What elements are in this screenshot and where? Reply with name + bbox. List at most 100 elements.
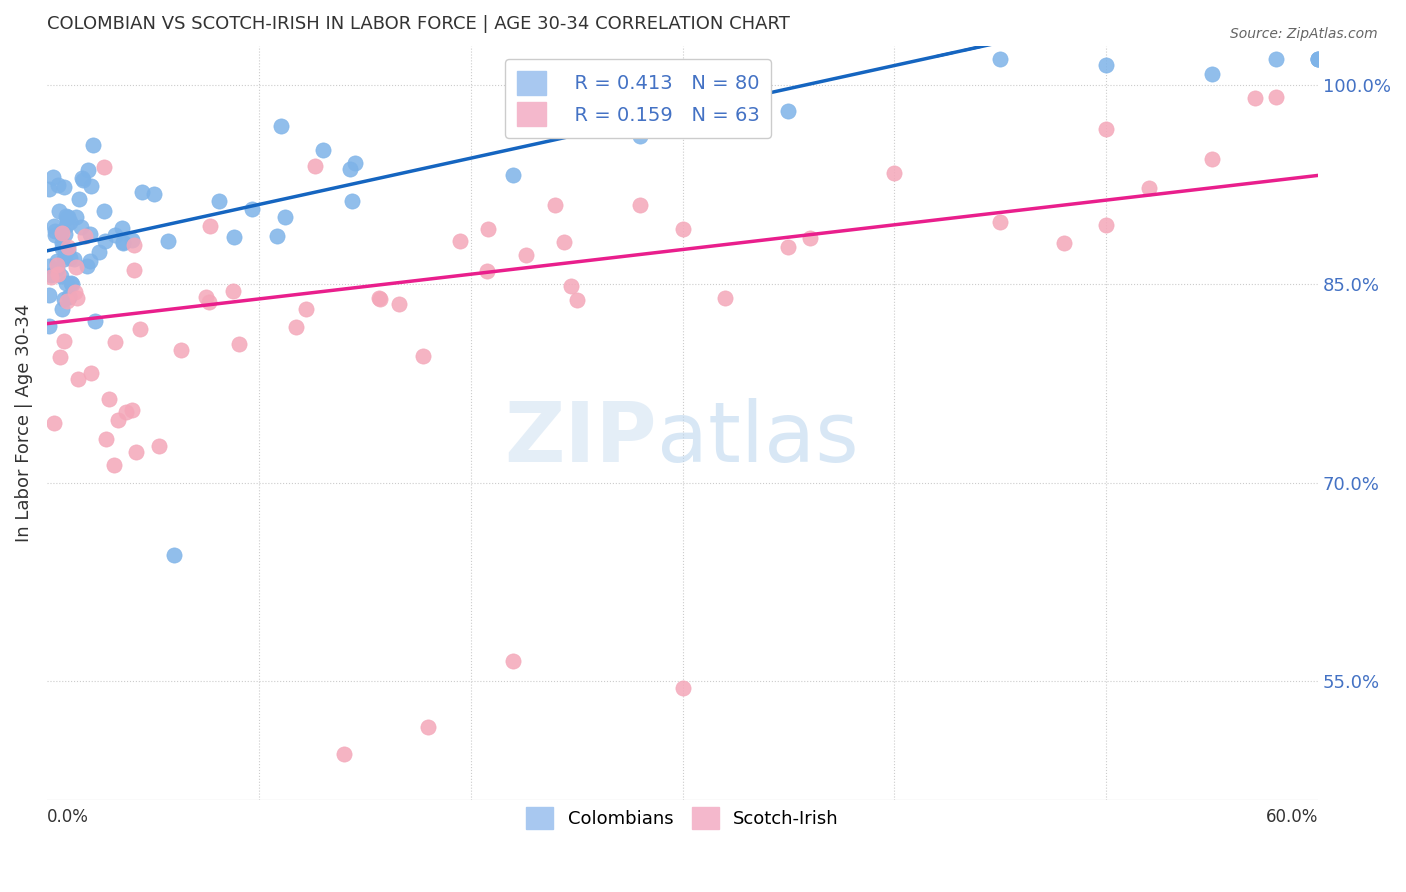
Point <box>115 405 138 419</box>
Point <box>79 227 101 241</box>
Point <box>1095 58 1118 72</box>
Point <box>1308 52 1330 66</box>
Point <box>1243 90 1265 104</box>
Point <box>1264 52 1286 66</box>
Point <box>38 318 60 333</box>
Point <box>58 240 80 254</box>
Point <box>143 187 166 202</box>
Point <box>56 243 79 257</box>
Point <box>628 198 651 212</box>
Text: COLOMBIAN VS SCOTCH-IRISH IN LABOR FORCE | AGE 30-34 CORRELATION CHART: COLOMBIAN VS SCOTCH-IRISH IN LABOR FORCE… <box>46 15 790 33</box>
Point <box>368 292 391 306</box>
Point <box>56 211 79 226</box>
Point <box>38 288 60 302</box>
Point <box>1137 181 1160 195</box>
Text: 60.0%: 60.0% <box>1265 808 1319 826</box>
Point <box>195 289 218 303</box>
Point <box>449 234 471 248</box>
Point <box>778 103 800 118</box>
Point <box>671 222 693 236</box>
Point <box>65 210 87 224</box>
Point <box>52 293 75 307</box>
Point <box>66 372 89 386</box>
Point <box>63 252 86 267</box>
Point <box>883 165 905 179</box>
Point <box>52 179 75 194</box>
Point <box>51 269 73 284</box>
Point <box>1201 67 1223 81</box>
Point <box>79 253 101 268</box>
Point <box>65 260 87 274</box>
Point <box>157 234 180 248</box>
Point <box>170 343 193 357</box>
Point <box>84 314 107 328</box>
Point <box>1095 122 1118 136</box>
Point <box>55 209 77 223</box>
Point <box>111 220 134 235</box>
Point <box>46 258 69 272</box>
Point <box>63 285 86 300</box>
Point <box>502 168 524 182</box>
Point <box>122 238 145 252</box>
Point <box>93 160 115 174</box>
Point <box>82 137 104 152</box>
Point <box>46 261 69 276</box>
Point <box>339 162 361 177</box>
Point <box>367 291 389 305</box>
Point <box>778 240 800 254</box>
Point <box>42 416 65 430</box>
Point <box>46 267 69 281</box>
Point <box>285 319 308 334</box>
Point <box>148 439 170 453</box>
Point <box>58 211 80 225</box>
Point <box>312 143 335 157</box>
Point <box>714 292 737 306</box>
Point <box>39 269 62 284</box>
Point <box>53 252 76 267</box>
Point <box>671 681 693 695</box>
Point <box>76 259 98 273</box>
Point <box>93 204 115 219</box>
Point <box>87 244 110 259</box>
Point <box>38 259 60 273</box>
Point <box>67 192 90 206</box>
Point <box>502 654 524 668</box>
Point <box>103 458 125 473</box>
Point <box>41 268 63 282</box>
Point <box>198 219 221 233</box>
Point <box>66 291 89 305</box>
Point <box>97 392 120 407</box>
Point <box>544 198 567 212</box>
Point <box>988 215 1011 229</box>
Point <box>344 155 367 169</box>
Point <box>1308 52 1330 66</box>
Point <box>60 276 83 290</box>
Point <box>553 235 575 249</box>
Point <box>273 210 295 224</box>
Point <box>51 235 73 250</box>
Point <box>295 302 318 317</box>
Point <box>44 228 66 243</box>
Point <box>55 277 77 291</box>
Point <box>131 185 153 199</box>
Text: 0.0%: 0.0% <box>46 808 89 826</box>
Point <box>44 224 66 238</box>
Point <box>477 222 499 236</box>
Point <box>107 413 129 427</box>
Point <box>72 172 94 186</box>
Point <box>477 263 499 277</box>
Point <box>163 549 186 563</box>
Point <box>242 202 264 216</box>
Point <box>304 159 326 173</box>
Point <box>112 235 135 250</box>
Point <box>94 433 117 447</box>
Text: atlas: atlas <box>657 398 859 478</box>
Point <box>270 119 292 133</box>
Point <box>124 445 146 459</box>
Point <box>93 234 115 248</box>
Text: ZIP: ZIP <box>505 398 657 478</box>
Text: Source: ZipAtlas.com: Source: ZipAtlas.com <box>1230 27 1378 41</box>
Point <box>222 285 245 299</box>
Point <box>58 289 80 303</box>
Point <box>332 747 354 761</box>
